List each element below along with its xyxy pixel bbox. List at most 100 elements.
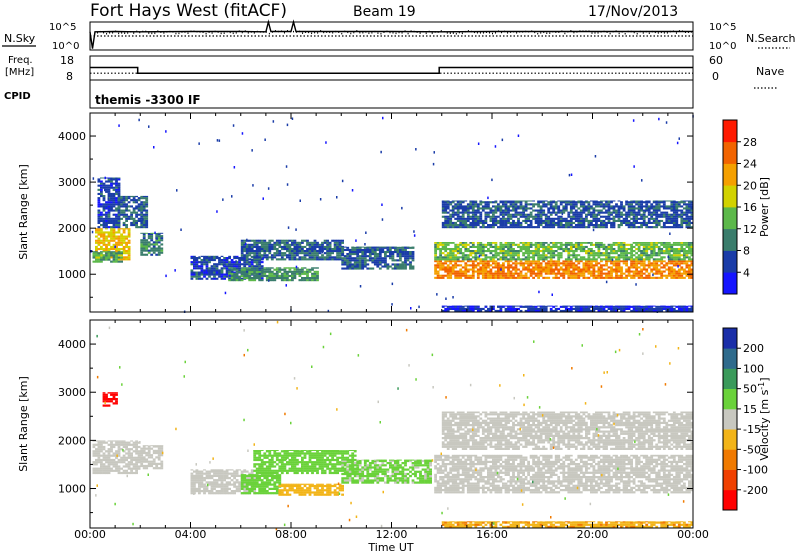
heatmap-cell xyxy=(505,203,508,205)
heatmap-cell xyxy=(512,256,515,258)
heatmap-cell xyxy=(449,242,452,244)
heatmap-cell xyxy=(565,262,568,264)
heatmap-cell xyxy=(108,178,111,180)
heatmap-cell xyxy=(115,236,118,238)
heatmap-cell xyxy=(595,306,598,307)
heatmap-cell xyxy=(613,256,616,258)
heatmap-cell xyxy=(570,275,573,277)
heatmap-cell xyxy=(251,256,254,258)
heatmap-cell xyxy=(645,222,648,224)
noise-right-tick-low: 10^0 xyxy=(709,41,736,52)
heatmap-cell xyxy=(590,242,593,244)
heatmap-cell xyxy=(525,246,528,248)
heatmap-cell xyxy=(540,246,543,248)
heatmap-cell xyxy=(442,201,445,203)
heatmap-cell xyxy=(462,216,465,218)
heatmap-speck xyxy=(165,275,167,278)
heatmap-cell xyxy=(125,199,128,201)
heatmap-cell xyxy=(623,220,626,222)
heatmap-cell xyxy=(100,231,103,233)
heatmap-speck xyxy=(401,207,403,210)
heatmap-cell xyxy=(492,210,495,212)
heatmap-cell xyxy=(540,250,543,252)
heatmap-cell xyxy=(349,266,352,268)
heatmap-cell xyxy=(678,244,681,246)
heatmap-cell xyxy=(490,275,493,277)
heatmap-cell xyxy=(105,216,108,218)
heatmap-cell xyxy=(246,275,249,277)
heatmap-cell xyxy=(540,254,543,256)
heatmap-cell xyxy=(253,267,256,268)
heatmap-cell xyxy=(268,256,271,258)
heatmap-cell xyxy=(598,262,601,264)
heatmap-cell xyxy=(653,262,656,264)
heatmap-cell xyxy=(562,273,565,275)
heatmap-cell xyxy=(557,222,560,224)
heatmap-cell xyxy=(517,218,520,220)
heatmap-cell xyxy=(143,203,146,205)
heatmap-cell xyxy=(532,271,535,273)
heatmap-cell xyxy=(113,178,116,179)
heatmap-cell xyxy=(392,247,395,248)
heatmap-cell xyxy=(640,275,643,277)
heatmap-cell xyxy=(540,220,543,222)
heatmap-cell xyxy=(610,277,613,279)
heatmap-cell xyxy=(650,244,653,246)
heatmap-cell xyxy=(145,226,148,228)
heatmap-cell xyxy=(477,220,480,222)
heatmap-cell xyxy=(100,203,103,205)
heatmap-cell xyxy=(668,218,671,220)
heatmap-cell xyxy=(502,264,505,266)
heatmap-cell xyxy=(490,242,493,244)
heatmap-cell xyxy=(565,220,568,222)
heatmap-cell xyxy=(105,244,108,246)
heatmap-cell xyxy=(243,263,246,265)
heatmap-cell xyxy=(108,181,111,183)
heatmap-cell xyxy=(324,248,327,250)
heatmap-cell xyxy=(404,249,407,251)
heatmap-cell xyxy=(356,255,359,257)
heatmap-speck xyxy=(652,274,654,277)
heatmap-cell xyxy=(680,248,683,250)
heatmap-cell xyxy=(449,216,452,218)
heatmap-cell xyxy=(284,273,287,275)
heatmap-cell xyxy=(472,275,475,277)
heatmap-cell xyxy=(630,262,633,264)
heatmap-cell xyxy=(645,201,648,202)
heatmap-cell xyxy=(145,220,148,222)
heatmap-cell xyxy=(118,193,121,195)
heatmap-cell xyxy=(593,216,596,218)
heatmap-cell xyxy=(198,276,201,278)
heatmap-cell xyxy=(600,212,603,214)
heatmap-cell xyxy=(610,308,613,310)
heatmap-cell xyxy=(686,218,689,220)
heatmap-cell xyxy=(663,205,666,207)
heatmap-cell xyxy=(572,308,575,310)
heatmap-cell xyxy=(593,277,596,279)
heatmap-cell xyxy=(301,248,304,250)
heatmap-cell xyxy=(688,271,691,273)
heatmap-cell xyxy=(273,254,276,256)
heatmap-cell xyxy=(522,277,525,279)
heatmap-cell xyxy=(555,250,558,252)
heatmap-cell xyxy=(472,244,475,246)
heatmap-cell xyxy=(560,306,563,308)
heatmap-cell xyxy=(600,220,603,222)
heatmap-cell xyxy=(497,275,500,277)
heatmap-cell xyxy=(530,220,533,222)
heatmap-speck xyxy=(153,146,155,149)
heatmap-cell xyxy=(361,253,364,255)
heatmap-cell xyxy=(447,273,450,275)
heatmap-cell xyxy=(98,189,101,191)
heatmap-cell xyxy=(557,271,560,273)
heatmap-cell xyxy=(138,203,141,205)
heatmap-cell xyxy=(248,269,251,271)
heatmap-cell xyxy=(366,249,369,251)
heatmap-cell xyxy=(650,277,653,279)
heatmap-cell xyxy=(442,256,445,258)
heatmap-cell xyxy=(316,271,319,273)
heatmap-cell xyxy=(505,266,508,268)
heatmap-cell xyxy=(437,258,440,260)
heatmap-cell xyxy=(688,242,691,244)
heatmap-cell xyxy=(211,259,214,261)
